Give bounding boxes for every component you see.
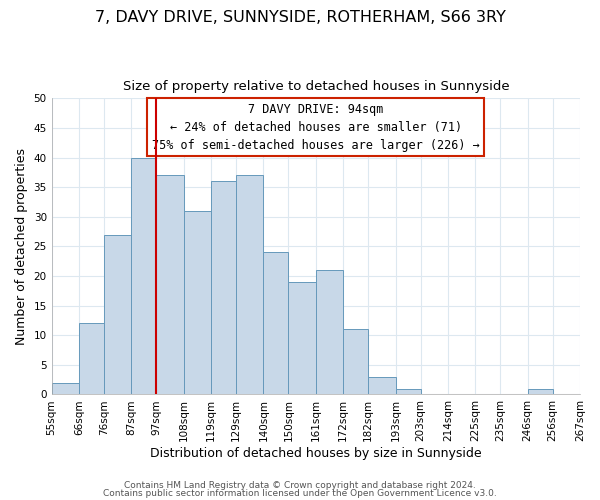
Bar: [157, 176, 184, 394]
Bar: [211, 181, 236, 394]
Bar: [79, 324, 104, 394]
Text: Contains HM Land Registry data © Crown copyright and database right 2024.: Contains HM Land Registry data © Crown c…: [124, 481, 476, 490]
Y-axis label: Number of detached properties: Number of detached properties: [15, 148, 28, 345]
Bar: [104, 234, 131, 394]
Bar: [316, 270, 343, 394]
Bar: [263, 252, 289, 394]
Bar: [368, 376, 395, 394]
Bar: [343, 330, 368, 394]
Text: Contains public sector information licensed under the Open Government Licence v3: Contains public sector information licen…: [103, 488, 497, 498]
Bar: [52, 382, 79, 394]
X-axis label: Distribution of detached houses by size in Sunnyside: Distribution of detached houses by size …: [150, 447, 482, 460]
Title: Size of property relative to detached houses in Sunnyside: Size of property relative to detached ho…: [122, 80, 509, 93]
Bar: [131, 158, 157, 394]
Bar: [527, 388, 553, 394]
Bar: [236, 176, 263, 394]
Text: 7 DAVY DRIVE: 94sqm
← 24% of detached houses are smaller (71)
75% of semi-detach: 7 DAVY DRIVE: 94sqm ← 24% of detached ho…: [152, 103, 480, 152]
Bar: [395, 388, 421, 394]
Bar: [184, 211, 211, 394]
Bar: [289, 282, 316, 395]
Text: 7, DAVY DRIVE, SUNNYSIDE, ROTHERHAM, S66 3RY: 7, DAVY DRIVE, SUNNYSIDE, ROTHERHAM, S66…: [95, 10, 505, 25]
